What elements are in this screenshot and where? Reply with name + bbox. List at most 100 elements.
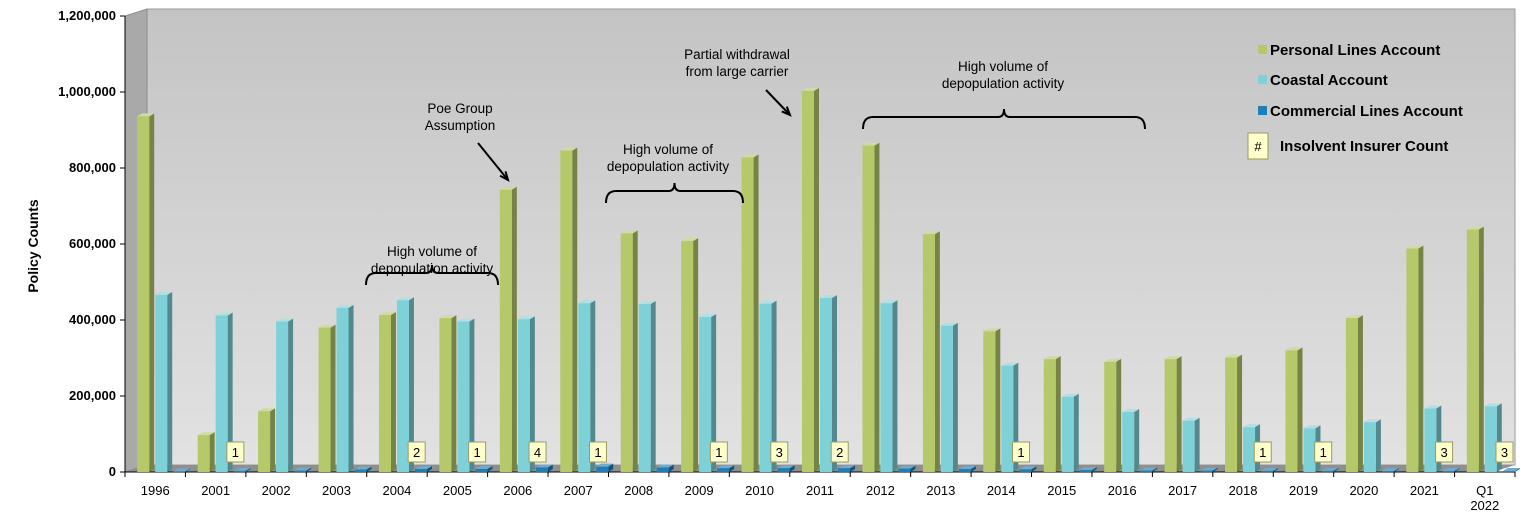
bar — [378, 312, 396, 472]
bar-front — [1321, 470, 1334, 472]
bar-side — [209, 432, 215, 472]
bar-side — [547, 464, 553, 472]
bar — [517, 316, 535, 472]
x-tick-label: 2001 — [201, 483, 230, 498]
annotation-depopulation-2008-2010: High volume of depopulation activity — [607, 142, 730, 174]
bar — [1442, 468, 1460, 472]
bar-front — [620, 233, 633, 472]
annotation-arrow-poe — [477, 142, 509, 181]
legend-swatch — [1258, 106, 1267, 115]
bar-side — [970, 465, 976, 472]
annotation-brace-2004-2005 — [365, 264, 499, 286]
bar — [475, 465, 493, 472]
bar-side — [1055, 356, 1061, 472]
insolvent-badge: 1 — [1253, 441, 1272, 463]
bar — [1122, 408, 1140, 472]
insolvent-badge-box — [226, 441, 245, 463]
bar-front — [336, 307, 349, 472]
bar-top — [880, 300, 898, 304]
bar-side — [1514, 468, 1520, 472]
bar-front — [1122, 411, 1135, 472]
insolvent-badge-label: 4 — [534, 445, 541, 460]
insolvent-badge-label: 1 — [1259, 445, 1266, 460]
bar-top — [197, 432, 215, 436]
bar-front — [1140, 470, 1153, 472]
bar-front — [638, 304, 651, 472]
legend-swatch — [1258, 45, 1267, 54]
bar-front — [983, 331, 996, 472]
insolvent-badge: 1 — [588, 441, 607, 463]
bar — [1406, 245, 1424, 472]
bar-top — [173, 468, 191, 472]
bar-side — [1357, 315, 1363, 472]
bar-top — [318, 324, 336, 328]
bar-side — [1237, 354, 1243, 472]
insolvent-badge-label: 3 — [1440, 445, 1447, 460]
bar — [439, 315, 457, 472]
insolvent-badge-box — [528, 441, 547, 463]
bar-front — [517, 319, 530, 472]
x-tick-label: 1996 — [141, 483, 170, 498]
x-tick-label: Q1 2022 — [1470, 483, 1499, 513]
bar-front — [1484, 406, 1497, 472]
bar — [276, 318, 294, 472]
bar-top — [638, 301, 656, 305]
bar-front — [681, 240, 694, 472]
bar-top — [1261, 467, 1279, 471]
annotation-arrow-poe-head — [499, 171, 510, 182]
bar-side — [650, 301, 656, 472]
bar-front — [820, 297, 832, 472]
bar-front — [1381, 471, 1394, 472]
bar-top — [1381, 468, 1399, 472]
insolvent-badge-label: 1 — [1320, 445, 1327, 460]
bar-top — [983, 328, 1001, 332]
bar-front — [940, 325, 953, 472]
bar-side — [511, 186, 517, 472]
bar — [759, 300, 777, 472]
bar-top — [1484, 403, 1502, 407]
bar-top — [414, 465, 432, 469]
insolvent-badge: 1 — [1314, 441, 1333, 463]
y-axis: 0 200,000 400,000 600,000 800,000 1,000,000 1,… — [58, 8, 126, 479]
bar-top — [1502, 468, 1520, 472]
bar-front — [499, 189, 512, 472]
bar-front — [173, 471, 186, 472]
bar — [396, 297, 414, 472]
bar-side — [426, 465, 432, 472]
annotation-brace-2008-2010 — [605, 182, 744, 204]
bar — [318, 324, 336, 472]
x-tick-label: 2004 — [382, 483, 411, 498]
bar-front — [802, 90, 814, 473]
x-tick-label: 2006 — [503, 483, 532, 498]
insolvent-badge: 4 — [528, 441, 547, 463]
bar-front — [414, 468, 427, 472]
bar-front — [155, 294, 168, 472]
bar-side — [711, 313, 717, 472]
legend-badge-entry: # Insolvent Insurer Count — [1247, 132, 1448, 160]
bar-top — [1079, 467, 1097, 471]
bar-front — [862, 145, 875, 472]
bar-side — [185, 468, 191, 472]
bar-top — [1363, 419, 1381, 423]
bar-top — [517, 316, 535, 320]
bar-front — [922, 234, 935, 472]
bar-side — [892, 300, 898, 472]
bar — [777, 465, 795, 472]
bar-front — [233, 470, 246, 472]
insolvent-badge: 2 — [407, 441, 426, 463]
bar-top — [215, 312, 233, 316]
bar-top — [820, 294, 837, 298]
bar — [155, 291, 173, 472]
bar-front — [1363, 422, 1376, 472]
bar-front — [1466, 229, 1479, 472]
bar-top — [258, 408, 276, 412]
bar — [1321, 467, 1339, 472]
x-tick-label: 2021 — [1410, 483, 1439, 498]
bar — [197, 432, 215, 472]
bar — [596, 463, 614, 472]
bar-front — [475, 468, 488, 472]
x-tick-label: 2005 — [443, 483, 472, 498]
x-tick-label: 2015 — [1047, 483, 1076, 498]
bar-front — [777, 468, 790, 472]
legend-badge-symbol: # — [1254, 139, 1262, 154]
